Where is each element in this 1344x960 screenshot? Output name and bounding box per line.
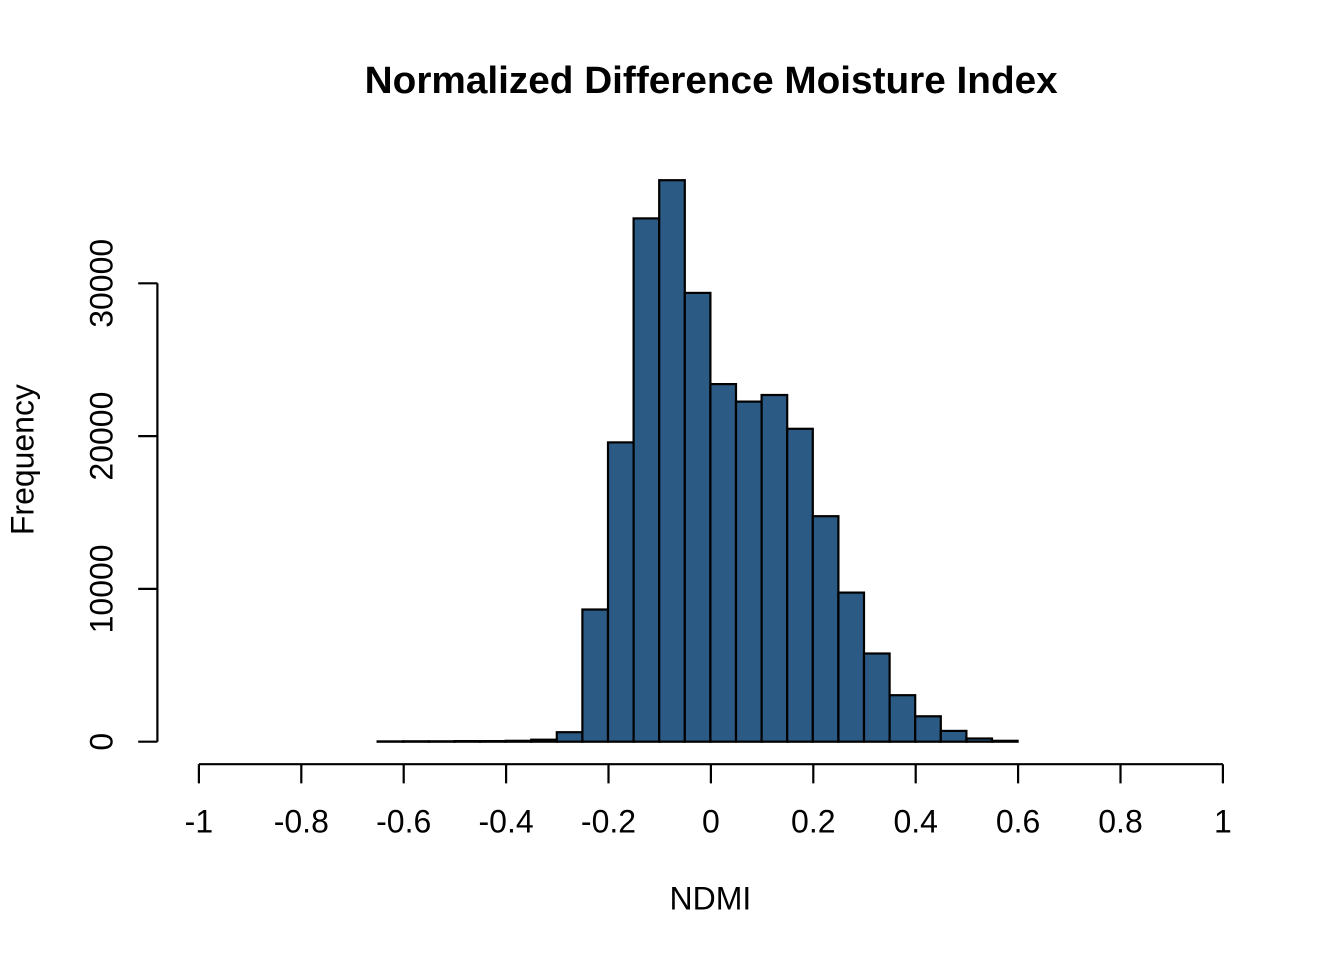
svg-text:0.8: 0.8	[1098, 803, 1142, 839]
svg-text:10000: 10000	[83, 544, 119, 633]
svg-text:0.4: 0.4	[893, 803, 937, 839]
svg-text:30000: 30000	[83, 239, 119, 328]
svg-text:0: 0	[83, 733, 119, 751]
svg-text:0.2: 0.2	[791, 803, 835, 839]
svg-text:NDMI: NDMI	[670, 881, 752, 917]
svg-text:20000: 20000	[83, 392, 119, 481]
svg-text:-0.4: -0.4	[479, 803, 534, 839]
svg-text:Normalized Difference Moisture: Normalized Difference Moisture Index	[365, 59, 1059, 102]
svg-text:0: 0	[702, 803, 720, 839]
svg-text:Frequency: Frequency	[5, 384, 41, 535]
svg-text:-1: -1	[185, 803, 213, 839]
svg-text:-0.8: -0.8	[274, 803, 329, 839]
svg-text:1: 1	[1214, 803, 1232, 839]
svg-text:-0.2: -0.2	[581, 803, 636, 839]
svg-text:-0.6: -0.6	[376, 803, 431, 839]
svg-text:0.6: 0.6	[996, 803, 1040, 839]
